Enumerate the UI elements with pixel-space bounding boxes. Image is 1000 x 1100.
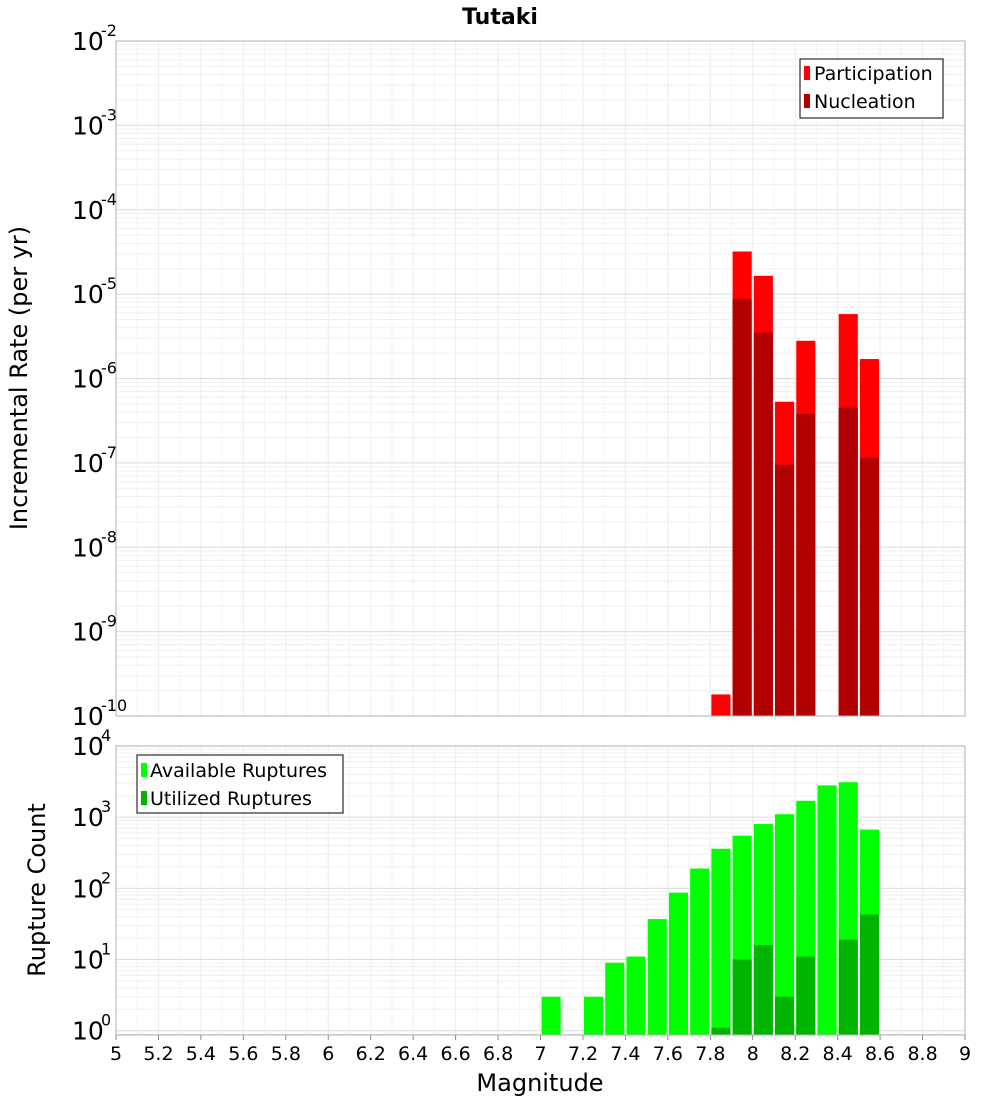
rate-ytick-exp: -8 xyxy=(101,527,117,546)
x-tick-label: 6.8 xyxy=(483,1043,513,1065)
count-bar-s0-7.85 xyxy=(711,848,731,1035)
x-tick-label: 5 xyxy=(110,1043,122,1065)
rate-ytick-base: 10 xyxy=(72,618,104,647)
count-bar-s1-8.05 xyxy=(753,945,773,1035)
count-bar-s0-7.25 xyxy=(584,996,604,1035)
count-bar-s1-8.45 xyxy=(838,939,858,1035)
x-tick-label: 5.4 xyxy=(186,1043,216,1065)
count-ytick-base: 10 xyxy=(72,732,104,761)
rate-bar-s1-7.95 xyxy=(732,298,752,716)
count-y-axis-label: Rupture Count xyxy=(23,803,51,977)
x-tick-label: 7 xyxy=(534,1043,546,1065)
count-bar-s1-8.15 xyxy=(775,996,795,1035)
legend-available-label: Available Ruptures xyxy=(150,760,327,782)
legend-available-swatch xyxy=(141,763,147,777)
count-bar-s0-8.35 xyxy=(817,785,837,1035)
chart-title: Tutaki xyxy=(462,5,538,30)
x-tick-label: 8.8 xyxy=(907,1043,937,1065)
x-tick-label: 9 xyxy=(959,1043,971,1065)
rate-ytick-base: 10 xyxy=(72,111,104,140)
count-bar-s0-7.55 xyxy=(647,919,667,1035)
count-legend: Available Ruptures Utilized Ruptures xyxy=(136,754,344,814)
count-bar-s1-8.25 xyxy=(796,956,816,1035)
rate-bar-s1-8.05 xyxy=(753,332,773,716)
rate-gridlines xyxy=(115,41,966,717)
x-tick-label: 7.8 xyxy=(695,1043,725,1065)
count-bar-s0-7.35 xyxy=(605,962,625,1035)
count-ytick-exp: 1 xyxy=(101,940,111,959)
x-tick-label: 5.2 xyxy=(143,1043,173,1065)
rate-ytick-base: 10 xyxy=(72,27,104,56)
legend-utilized-swatch xyxy=(141,791,147,805)
x-tick-label: 6.2 xyxy=(356,1043,386,1065)
x-tick-label: 7.6 xyxy=(653,1043,683,1065)
x-tick-label: 6 xyxy=(322,1043,334,1065)
count-ytick-exp: 4 xyxy=(101,726,111,745)
rate-ytick-base: 10 xyxy=(72,533,104,562)
rate-ytick-base: 10 xyxy=(72,196,104,225)
count-bar-s0-8.15 xyxy=(775,814,795,1035)
legend-utilized-label: Utilized Ruptures xyxy=(150,788,312,810)
x-tick-label: 6.6 xyxy=(440,1043,470,1065)
rate-ytick-exp: -4 xyxy=(101,190,117,209)
rate-ytick-exp: -3 xyxy=(101,105,117,124)
x-tick-label: 8.4 xyxy=(823,1043,853,1065)
x-tick-label: 8.6 xyxy=(865,1043,895,1065)
rate-y-axis-label: Incremental Rate (per yr) xyxy=(5,226,33,530)
rate-bar-s1-8.15 xyxy=(775,464,795,716)
rate-legend: Participation Nucleation xyxy=(799,58,944,119)
x-tick-label: 8.2 xyxy=(780,1043,810,1065)
rate-ytick-exp: -5 xyxy=(101,274,117,293)
count-bar-s0-7.05 xyxy=(541,996,561,1035)
x-axis-label: Magnitude xyxy=(476,1069,603,1097)
rate-ytick-base: 10 xyxy=(72,365,104,394)
x-tick-label: 7.2 xyxy=(568,1043,598,1065)
legend-nucleation-label: Nucleation xyxy=(814,91,916,113)
rate-ytick-base: 10 xyxy=(72,280,104,309)
legend-participation-label: Participation xyxy=(814,63,933,85)
count-ytick-base: 10 xyxy=(72,946,104,975)
rate-bar-s1-8.25 xyxy=(796,413,816,716)
x-axis-ticks: 5 5.2 5.4 5.6 5.8 6 6.2 6.4 6.6 6.8 7 7.2 7.4 7.6 7.8 8… xyxy=(110,1035,971,1065)
x-tick-label: 5.6 xyxy=(228,1043,258,1065)
x-tick-label: 5.8 xyxy=(271,1043,301,1065)
count-bar-s0-7.75 xyxy=(690,868,710,1035)
rate-bar-s1-8.55 xyxy=(859,457,880,716)
count-bar-s1-8.55 xyxy=(859,914,880,1035)
count-ytick-base: 10 xyxy=(72,1017,104,1046)
count-ytick-exp: 2 xyxy=(101,868,111,887)
count-bars xyxy=(541,782,880,1035)
rate-bar-s0-7.85 xyxy=(711,694,731,716)
rate-bars xyxy=(711,251,880,716)
count-ytick-exp: 0 xyxy=(101,1011,111,1030)
count-bar-s0-7.65 xyxy=(668,892,689,1035)
legend-participation-swatch xyxy=(804,66,810,80)
count-ytick-base: 10 xyxy=(72,803,104,832)
legend-nucleation-swatch xyxy=(804,94,810,108)
rate-ytick-exp: -9 xyxy=(101,612,117,631)
count-ytick-base: 10 xyxy=(72,874,104,903)
rate-ytick-exp: -7 xyxy=(101,443,117,462)
count-bar-s1-7.85 xyxy=(711,1027,731,1035)
count-ytick-exp: 3 xyxy=(101,797,111,816)
count-bar-s0-7.45 xyxy=(626,956,646,1035)
x-tick-label: 8 xyxy=(747,1043,759,1065)
x-tick-label: 6.4 xyxy=(398,1043,428,1065)
rate-bar-s1-8.45 xyxy=(838,407,858,716)
rate-ytick-exp: -10 xyxy=(101,696,127,715)
rate-ytick-base: 10 xyxy=(72,449,104,478)
count-bar-s1-7.95 xyxy=(732,959,752,1035)
rate-ytick-exp: -6 xyxy=(101,359,117,378)
rate-ytick-base: 10 xyxy=(72,702,104,731)
x-tick-label: 7.4 xyxy=(610,1043,640,1065)
rate-ytick-exp: -2 xyxy=(101,21,117,40)
